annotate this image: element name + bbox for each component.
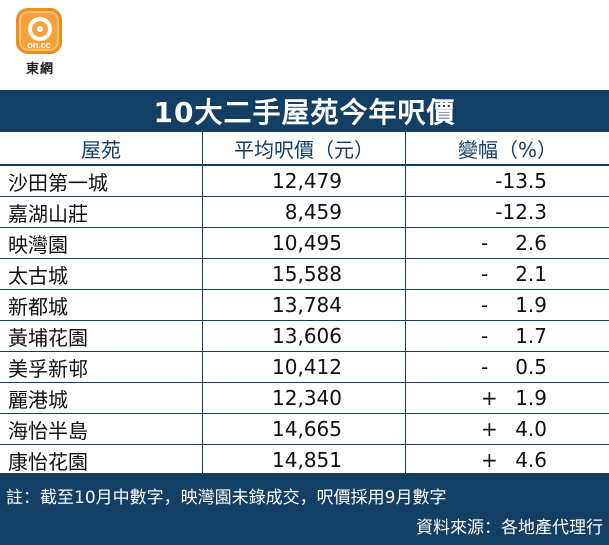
table-row: 美孚新邨 10,412 - 0.5 bbox=[0, 352, 609, 383]
oncc-logo: on.cc 東網 bbox=[14, 8, 66, 80]
change-cell: - 1.7 bbox=[406, 321, 609, 351]
average-price: 13,784 bbox=[203, 290, 406, 320]
logo-dot-icon bbox=[37, 26, 43, 32]
estate-name: 黃埔花園 bbox=[0, 321, 203, 351]
change-cell: - 2.1 bbox=[406, 259, 609, 289]
average-price: 12,479 bbox=[203, 166, 406, 196]
change-sign: + bbox=[481, 386, 498, 410]
change-value: 0.5 bbox=[515, 355, 547, 379]
change-sign: - bbox=[481, 262, 489, 286]
table-row: 太古城 15,588 - 2.1 bbox=[0, 259, 609, 290]
average-price: 10,495 bbox=[203, 228, 406, 258]
header-estate: 屋苑 bbox=[0, 132, 203, 164]
change-value: 1.7 bbox=[515, 324, 547, 348]
table-row: 映灣園 10,495 - 2.6 bbox=[0, 228, 609, 259]
average-price: 14,665 bbox=[203, 414, 406, 444]
average-price: 14,851 bbox=[203, 445, 406, 475]
header-change: 變幅（%） bbox=[457, 137, 557, 162]
change-sign: - bbox=[481, 293, 489, 317]
estate-name: 康怡花園 bbox=[0, 445, 203, 475]
change-cell: +4.0 bbox=[406, 414, 609, 444]
table-header-row: 屋苑 平均呎價（元） 變幅（%） bbox=[0, 132, 609, 166]
estate-name: 新都城 bbox=[0, 290, 203, 320]
table-row: 嘉湖山莊 8,459 -12.3 bbox=[0, 197, 609, 228]
logo-badge: on.cc bbox=[16, 8, 62, 54]
change-sign: - bbox=[481, 324, 489, 348]
change-sign: + bbox=[481, 417, 498, 441]
estate-name: 映灣園 bbox=[0, 228, 203, 258]
change-cell: +1.9 bbox=[406, 383, 609, 413]
change-value: -13.5 bbox=[495, 169, 547, 193]
logo-ring-icon bbox=[28, 17, 52, 41]
change-cell: +4.6 bbox=[406, 445, 609, 475]
average-price: 15,588 bbox=[203, 259, 406, 289]
header-price: 平均呎價（元） bbox=[203, 132, 406, 164]
table-title: 10大二手屋苑今年呎價 bbox=[0, 90, 609, 132]
average-price: 8,459 bbox=[203, 197, 406, 227]
estate-name: 嘉湖山莊 bbox=[0, 197, 203, 227]
average-price: 10,412 bbox=[203, 352, 406, 382]
change-cell: - 0.5 bbox=[406, 352, 609, 382]
change-sign: - bbox=[481, 355, 489, 379]
price-table: 屋苑 平均呎價（元） 變幅（%） 沙田第一城 12,479 -13.5 嘉湖山莊 8,4… bbox=[0, 132, 609, 476]
change-cell: -13.5 bbox=[406, 166, 609, 196]
data-source: 資料來源：各地產代理行 bbox=[416, 518, 603, 538]
change-cell: - 1.9 bbox=[406, 290, 609, 320]
change-sign: + bbox=[481, 448, 498, 472]
change-cell: -12.3 bbox=[406, 197, 609, 227]
estate-name: 沙田第一城 bbox=[0, 166, 203, 196]
change-value: 2.6 bbox=[515, 231, 547, 255]
table-row: 新都城 13,784 - 1.9 bbox=[0, 290, 609, 321]
change-value: 4.0 bbox=[515, 417, 547, 441]
table-row: 黃埔花園 13,606 - 1.7 bbox=[0, 321, 609, 352]
change-cell: - 2.6 bbox=[406, 228, 609, 258]
change-value: 2.1 bbox=[515, 262, 547, 286]
table-row: 麗港城 12,340 +1.9 bbox=[0, 383, 609, 414]
change-value: -12.3 bbox=[495, 200, 547, 224]
table-row: 海怡半島 14,665 +4.0 bbox=[0, 414, 609, 445]
change-value: 4.6 bbox=[515, 448, 547, 472]
change-sign: - bbox=[481, 231, 489, 255]
change-value: 1.9 bbox=[515, 386, 547, 410]
footnote: 註：截至10月中數字，映灣園未錄成交，呎價採用9月數字 bbox=[6, 488, 447, 508]
estate-name: 海怡半島 bbox=[0, 414, 203, 444]
logo-name: 東網 bbox=[25, 62, 54, 77]
table-row: 沙田第一城 12,479 -13.5 bbox=[0, 166, 609, 197]
table-row: 康怡花園 14,851 +4.6 bbox=[0, 445, 609, 476]
estate-name: 美孚新邨 bbox=[0, 352, 203, 382]
average-price: 12,340 bbox=[203, 383, 406, 413]
estate-name: 太古城 bbox=[0, 259, 203, 289]
logo-brand: on.cc bbox=[27, 40, 51, 50]
footer: 註：截至10月中數字，映灣園未錄成交，呎價採用9月數字 資料來源：各地產代理行 bbox=[0, 473, 609, 545]
change-value: 1.9 bbox=[515, 293, 547, 317]
average-price: 13,606 bbox=[203, 321, 406, 351]
estate-name: 麗港城 bbox=[0, 383, 203, 413]
